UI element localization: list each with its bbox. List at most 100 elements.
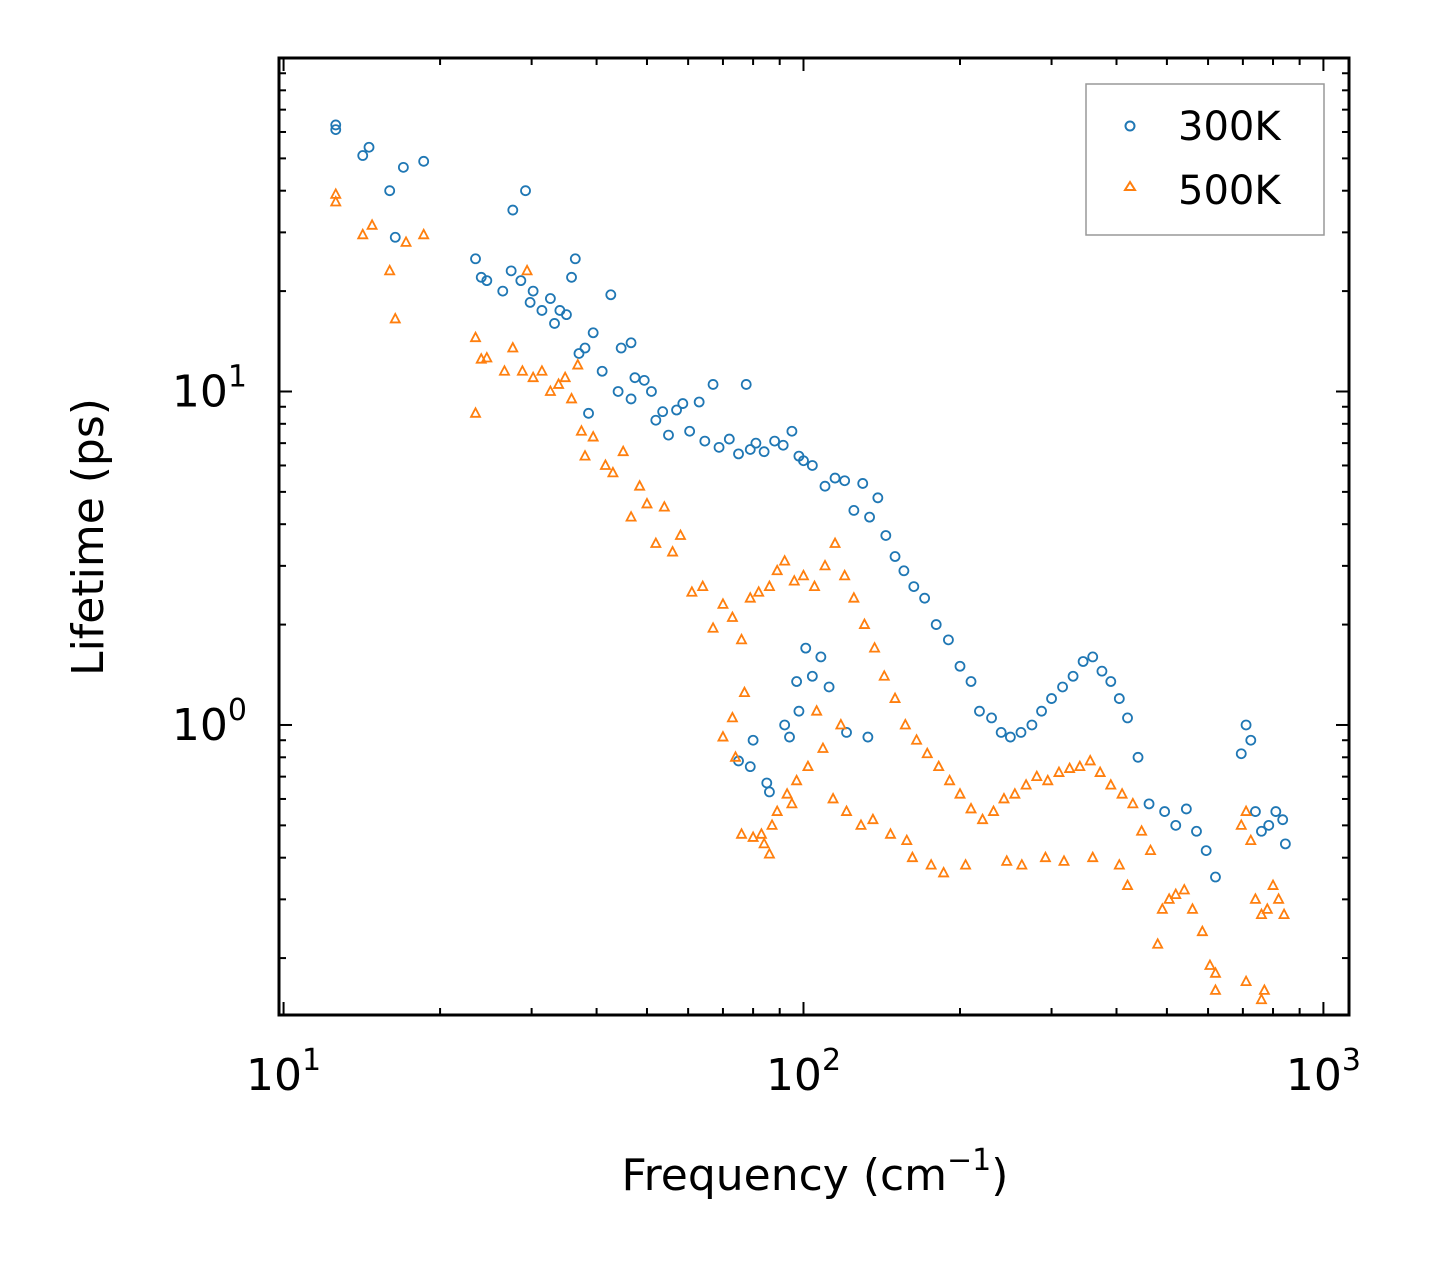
point-500K	[707, 621, 720, 633]
point-300K	[646, 386, 657, 397]
point-300K	[1077, 656, 1089, 667]
point-500K	[1244, 833, 1257, 846]
point-300K	[1240, 719, 1252, 731]
point-500K	[771, 563, 784, 576]
point-300K	[561, 309, 572, 321]
point-300K	[723, 433, 735, 445]
point-500K	[1203, 958, 1216, 970]
point-500K	[900, 833, 913, 846]
point-300K	[862, 731, 874, 743]
point-500K	[1094, 765, 1107, 777]
point-300K	[1210, 871, 1221, 883]
point-300K	[889, 551, 901, 562]
point-300K	[777, 439, 789, 451]
point-500K	[943, 773, 956, 786]
point-300K	[806, 670, 818, 682]
point-500K	[516, 364, 529, 376]
point-500K	[889, 691, 902, 703]
point-300K	[418, 155, 430, 167]
point-300K	[784, 731, 795, 743]
point-500K	[674, 528, 687, 540]
point-500K	[847, 591, 860, 603]
x-tick-label-base: 10	[246, 1050, 302, 1101]
point-500K	[766, 818, 779, 830]
point-300K	[806, 460, 818, 471]
x-axis-label: Frequency (cm−1)	[622, 1143, 1009, 1201]
point-500K	[763, 847, 776, 859]
point-500K	[801, 759, 814, 772]
point-500K	[1113, 858, 1126, 870]
point-300K	[384, 185, 396, 197]
point-300K	[713, 441, 725, 453]
point-500K	[797, 568, 810, 581]
point-300K	[650, 414, 662, 426]
point-300K	[733, 448, 744, 460]
point-300K	[397, 161, 409, 173]
point-500K	[599, 458, 612, 470]
point-300K	[605, 289, 617, 301]
point-300K	[625, 337, 637, 349]
point-500K	[819, 558, 832, 571]
point-500K	[906, 850, 919, 863]
point-500K	[884, 827, 897, 839]
point-300K	[671, 404, 682, 416]
point-500K	[658, 500, 671, 512]
point-500K	[559, 370, 572, 383]
point-500K	[816, 741, 829, 753]
point-300K	[1087, 651, 1099, 663]
point-300K	[520, 185, 531, 197]
point-300K	[1270, 806, 1282, 817]
point-300K	[475, 271, 487, 283]
point-300K	[769, 435, 781, 447]
point-300K	[657, 406, 669, 418]
point-300K	[1279, 838, 1291, 850]
point-500K	[878, 669, 891, 681]
point-300K	[363, 141, 375, 153]
point-500K	[738, 685, 751, 698]
legend-300k-label: 300K	[1178, 104, 1282, 150]
point-300K	[693, 396, 705, 408]
point-500K	[899, 718, 912, 730]
point-500K	[788, 574, 801, 586]
x-axis-label-superscript: −1	[947, 1143, 991, 1178]
point-500K	[1196, 924, 1209, 937]
x-tick-label-0: 101	[246, 1043, 321, 1101]
point-300K	[798, 455, 809, 467]
point-500K	[726, 710, 739, 723]
point-500K	[535, 364, 548, 376]
point-500K	[587, 430, 600, 442]
point-500K	[997, 792, 1010, 804]
point-300K	[800, 642, 812, 654]
point-300K	[507, 204, 519, 216]
point-300K	[857, 478, 869, 489]
point-500K	[1240, 974, 1253, 987]
point-500K	[506, 341, 519, 353]
point-500K	[649, 536, 662, 548]
point-500K	[735, 827, 748, 839]
point-500K	[329, 195, 342, 207]
point-300K	[1235, 748, 1247, 760]
point-500K	[1186, 902, 1199, 914]
point-300K	[330, 119, 342, 131]
point-300K	[505, 265, 517, 277]
point-300K	[872, 492, 884, 504]
point-300K	[615, 342, 627, 354]
point-500K	[552, 377, 565, 389]
point-300K	[549, 318, 560, 329]
point-300K	[389, 231, 401, 243]
point-300K	[1004, 731, 1016, 743]
point-500K	[400, 235, 413, 247]
point-300K	[750, 437, 762, 449]
point-500K	[925, 858, 938, 870]
point-300K	[1105, 676, 1117, 687]
point-300K	[470, 253, 481, 265]
point-300K	[515, 275, 527, 287]
point-300K	[829, 472, 841, 484]
point-300K	[1046, 693, 1057, 704]
point-500K	[1063, 761, 1076, 773]
point-300K	[880, 530, 892, 541]
point-300K	[638, 374, 650, 386]
point-300K	[986, 712, 997, 724]
point-500K	[1126, 796, 1139, 809]
point-500K	[666, 545, 679, 557]
